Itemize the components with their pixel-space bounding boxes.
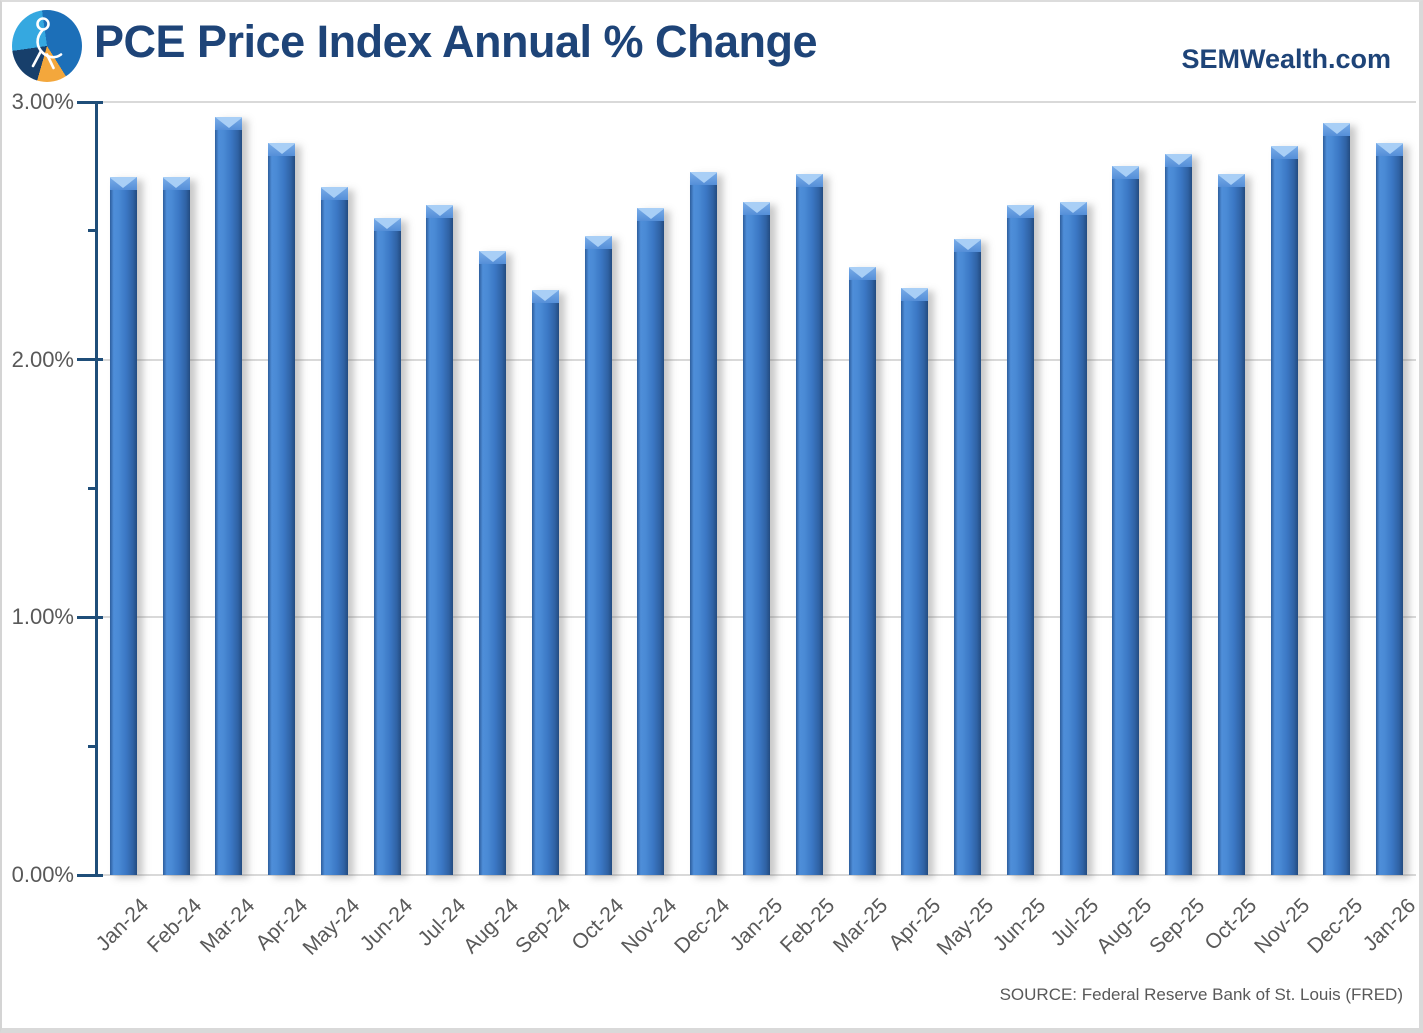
bar-Oct-25 (1217, 174, 1245, 875)
bar-cap (743, 202, 770, 216)
bar-Jun-25 (1006, 205, 1034, 875)
y-axis-major-tick (77, 615, 103, 619)
bar-cap (109, 176, 137, 190)
bar-cap (1376, 143, 1404, 157)
bar-Feb-24 (162, 176, 190, 875)
bar-cap (1112, 166, 1140, 180)
bar-cap (162, 176, 190, 190)
bar-cap (795, 174, 823, 188)
bar-cap (901, 287, 929, 301)
bar-Dec-24 (690, 171, 718, 875)
leaping-figure-icon (31, 17, 63, 70)
semwealth-logo-icon (12, 10, 82, 82)
bar-cap (1006, 205, 1034, 219)
bar-Nov-24 (637, 207, 665, 875)
bar-cap (320, 187, 348, 201)
y-axis-major-tick (77, 873, 103, 877)
bar-Oct-24 (584, 235, 612, 875)
bar-cap (479, 251, 507, 265)
bar-cap (531, 290, 559, 304)
bar-Feb-25 (795, 174, 823, 875)
brand-link[interactable]: SEMWealth.com (1181, 44, 1391, 74)
bar-Jan-25 (743, 202, 770, 875)
y-axis-minor-tick (88, 744, 97, 748)
bar-Jul-24 (426, 205, 454, 875)
bar-May-24 (320, 187, 348, 875)
y-axis-major-tick (77, 358, 103, 362)
y-axis-line (95, 102, 98, 877)
source-attribution: SOURCE: Federal Reserve Bank of St. Loui… (999, 985, 1403, 1004)
y-axis-label: 0.00% (11, 862, 74, 887)
bar-cap (1217, 174, 1245, 188)
bar-Jul-25 (1059, 202, 1087, 875)
bar-Jun-24 (373, 217, 401, 875)
y-axis-label: 3.00% (11, 89, 74, 114)
bar-Sep-25 (1165, 153, 1193, 875)
bar-Jan-26 (1376, 143, 1404, 875)
y-axis-major-tick (77, 100, 103, 104)
bar-Jan-24 (109, 176, 137, 875)
y-axis-label: 1.00% (11, 604, 74, 630)
gridline (97, 101, 1416, 103)
y-axis-minor-tick (88, 229, 97, 233)
bar-Aug-24 (479, 251, 507, 875)
bar-cap (1323, 122, 1351, 136)
gridline (97, 874, 1416, 876)
bar-cap (584, 235, 612, 249)
bar-May-25 (954, 238, 982, 875)
bar-Nov-25 (1270, 145, 1298, 875)
bar-cap (373, 217, 401, 231)
bar-cap (848, 266, 876, 280)
y-axis-label: 2.00% (11, 346, 74, 372)
page-title: PCE Price Index Annual % Change (94, 16, 818, 67)
bar-Aug-25 (1112, 166, 1140, 875)
bar-cap (690, 171, 718, 185)
bar-cap (954, 238, 982, 252)
bar-Sep-24 (531, 290, 559, 875)
bar-cap (426, 205, 454, 219)
bar-cap (268, 143, 296, 157)
y-axis-minor-tick (88, 487, 97, 490)
bar-Apr-25 (901, 287, 929, 875)
bar-cap (1165, 153, 1193, 167)
bar-cap (637, 207, 665, 221)
bar-Mar-25 (848, 266, 876, 875)
bar-Dec-25 (1323, 122, 1351, 875)
bar-cap (1059, 202, 1087, 216)
bar-Apr-24 (268, 143, 296, 875)
bar-Mar-24 (215, 117, 243, 875)
bar-cap (1270, 145, 1298, 159)
bar-cap (215, 117, 243, 131)
